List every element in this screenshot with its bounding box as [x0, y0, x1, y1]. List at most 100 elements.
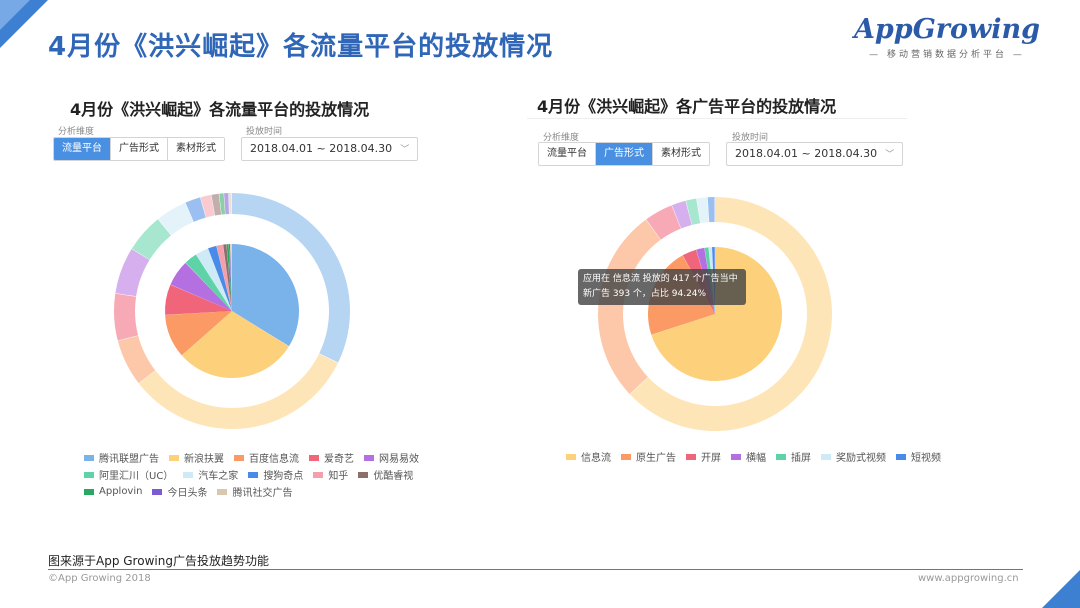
right-donut-outer-slice-3[interactable]: [671, 200, 692, 229]
right-legend-item-2[interactable]: 开屏: [686, 449, 721, 464]
right-dimension-tabs: 流量平台 广告形式 素材形式: [538, 142, 710, 166]
left-donut-inner-slice-9[interactable]: [223, 244, 232, 311]
left-legend-label-12: 腾讯社交广告: [232, 488, 293, 499]
left-legend-item-10[interactable]: Applovin: [84, 486, 142, 497]
right-legend-swatch-2: [686, 453, 696, 460]
left-time-label: 投放时间: [246, 127, 283, 137]
left-donut-inner-slice-5[interactable]: [185, 254, 232, 311]
footer-copyright: ©App Growing 2018: [48, 573, 151, 584]
left-donut-outer-slice-10[interactable]: [219, 193, 226, 215]
left-donut-outer-slice-4[interactable]: [115, 248, 150, 297]
right-legend-label-6: 短视频: [911, 453, 941, 464]
left-donut-outer-slice-8[interactable]: [200, 194, 215, 218]
logo-text: AppGrowing: [853, 14, 1040, 45]
left-legend-label-11: 今日头条: [167, 488, 208, 499]
left-legend-label-7: 搜狗奇点: [263, 471, 304, 482]
left-donut-inner-slice-1[interactable]: [181, 311, 289, 378]
left-legend-swatch-12: [217, 488, 228, 495]
right-legend: 信息流 原生广告 开屏 横幅 插屏 奖励式视频 短视频: [566, 448, 951, 465]
left-donut-inner-slice-2[interactable]: [165, 311, 232, 356]
left-date-range-value: 2018.04.01 ~ 2018.04.30: [250, 142, 393, 155]
right-legend-label-0: 信息流: [581, 453, 611, 464]
left-donut-outer-slice-2[interactable]: [117, 335, 156, 384]
right-legend-label-4: 插屏: [791, 453, 811, 464]
left-donut-outer-slice-12[interactable]: [228, 193, 232, 215]
left-legend-item-2[interactable]: 百度信息流: [234, 450, 299, 465]
left-legend-item-4[interactable]: 网易易效: [364, 450, 419, 465]
left-donut-outer-slice-7[interactable]: [185, 197, 206, 222]
left-donut-inner-slice-10[interactable]: [226, 244, 232, 311]
left-tab-ad-format[interactable]: 广告形式: [111, 138, 168, 160]
left-donut-inner-slice-12[interactable]: [230, 244, 232, 311]
right-legend-label-5: 奖励式视频: [836, 453, 886, 464]
left-donut-outer-slice-6[interactable]: [158, 202, 194, 236]
right-tab-traffic-platform[interactable]: 流量平台: [539, 143, 596, 165]
right-time-label: 投放时间: [732, 133, 769, 143]
left-tab-traffic-platform[interactable]: 流量平台: [54, 138, 111, 160]
left-legend-swatch-10: [84, 488, 94, 495]
right-donut-inner-slice-0[interactable]: [651, 247, 782, 381]
left-legend-item-3[interactable]: 爱奇艺: [309, 450, 354, 465]
right-legend-swatch-6: [896, 453, 906, 460]
left-donut-inner-slice-3[interactable]: [165, 284, 232, 315]
left-legend-item-8[interactable]: 知乎: [313, 467, 348, 482]
right-legend-label-3: 横幅: [746, 453, 766, 464]
left-legend-item-5[interactable]: 阿里汇川（UC）: [84, 467, 173, 482]
right-legend-swatch-4: [776, 453, 786, 460]
left-donut-outer-slice-3[interactable]: [113, 293, 139, 341]
left-legend-item-9[interactable]: 优酷睿视: [358, 467, 413, 482]
right-legend-swatch-3: [731, 453, 741, 460]
left-legend-item-6[interactable]: 汽车之家: [183, 467, 238, 482]
right-donut-outer-slice-1[interactable]: [598, 219, 661, 395]
page-title: 4月份《洪兴崛起》各流量平台的投放情况: [48, 32, 554, 62]
left-donut-inner-slice-4[interactable]: [170, 262, 232, 311]
left-legend-item-12[interactable]: 腾讯社交广告: [217, 484, 292, 499]
left-legend-swatch-2: [234, 454, 244, 461]
left-donut-inner-slice-11[interactable]: [228, 244, 232, 311]
left-donut-outer-slice-1[interactable]: [138, 353, 338, 430]
right-legend-item-3[interactable]: 横幅: [731, 449, 766, 464]
left-legend-swatch-1: [169, 454, 179, 461]
footer-website: www.appgrowing.cn: [918, 573, 1019, 584]
left-donut-inner-slice-7[interactable]: [208, 245, 232, 311]
right-donut-outer-slice-4[interactable]: [685, 198, 701, 225]
tooltip-line-1: 应用在 信息流 投放的 417 个广告当中: [583, 274, 738, 284]
left-legend-swatch-8: [313, 471, 324, 478]
right-donut-outer-slice-0[interactable]: [630, 197, 833, 431]
left-legend-swatch-3: [309, 454, 319, 461]
left-donut-outer-slice-11[interactable]: [224, 193, 229, 215]
right-donut-outer-slice-2[interactable]: [646, 205, 681, 240]
left-legend-item-0[interactable]: 腾讯联盟广告: [84, 450, 159, 465]
right-donut-outer-slice-6[interactable]: [707, 197, 715, 223]
left-legend-item-7[interactable]: 搜狗奇点: [248, 467, 303, 482]
right-tab-ad-format[interactable]: 广告形式: [596, 143, 653, 165]
left-donut-outer-slice-0[interactable]: [232, 193, 350, 363]
left-date-range-select[interactable]: 2018.04.01 ~ 2018.04.30 ﹀: [241, 137, 419, 161]
left-donut-inner-slice-8[interactable]: [216, 244, 232, 311]
right-legend-item-6[interactable]: 短视频: [896, 449, 941, 464]
right-legend-item-0[interactable]: 信息流: [566, 449, 611, 464]
right-legend-item-5[interactable]: 奖励式视频: [821, 449, 886, 464]
right-date-range-value: 2018.04.01 ~ 2018.04.30: [735, 147, 878, 160]
left-donut-inner-slice-6[interactable]: [196, 248, 232, 311]
left-donut-inner-slice-0[interactable]: [232, 244, 299, 347]
right-legend-item-4[interactable]: 插屏: [776, 449, 811, 464]
left-donut-outer-slice-5[interactable]: [131, 219, 172, 260]
left-legend-item-1[interactable]: 新浪扶翼: [169, 450, 224, 465]
left-tab-creative-format[interactable]: 素材形式: [168, 138, 224, 160]
chevron-down-icon: ﹀: [885, 150, 895, 160]
panel-divider: [527, 118, 907, 119]
right-legend-label-1: 原生广告: [636, 453, 676, 464]
left-legend-swatch-9: [358, 471, 369, 478]
right-date-range-select[interactable]: 2018.04.01 ~ 2018.04.30 ﹀: [726, 142, 904, 166]
right-donut-outer-slice-5[interactable]: [696, 197, 709, 224]
left-legend-swatch-11: [152, 488, 163, 495]
left-legend-swatch-0: [84, 454, 94, 461]
right-legend-label-2: 开屏: [701, 453, 721, 464]
left-legend-swatch-4: [364, 454, 374, 461]
left-legend-item-11[interactable]: 今日头条: [152, 484, 207, 499]
left-donut-outer-slice-9[interactable]: [211, 193, 222, 216]
right-tab-creative-format[interactable]: 素材形式: [653, 143, 709, 165]
right-legend-item-1[interactable]: 原生广告: [621, 449, 676, 464]
